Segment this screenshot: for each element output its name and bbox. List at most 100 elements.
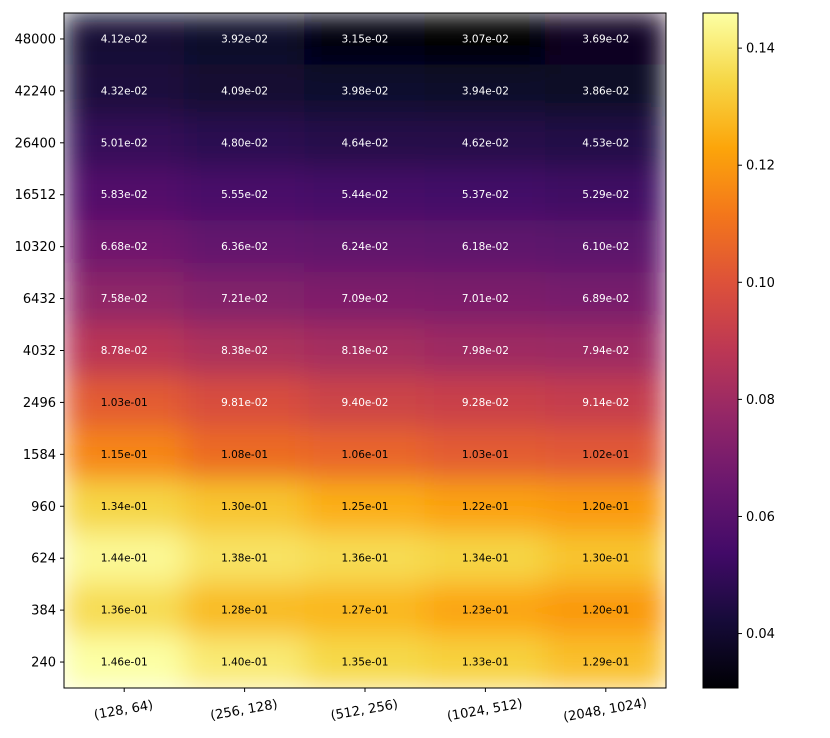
cell-value-label: 1.28e-01 (221, 605, 268, 617)
heatmap-cell (183, 116, 306, 170)
heatmap-cell (183, 583, 306, 637)
cell-value-label: 1.20e-01 (582, 501, 629, 513)
cell-value-label: 3.69e-02 (582, 33, 629, 45)
heatmap-cell (64, 531, 185, 585)
cell-value-label: 4.53e-02 (582, 137, 629, 149)
heatmap-cell (424, 272, 547, 326)
cell-value-label: 1.34e-01 (101, 501, 148, 513)
heatmap-cell (424, 168, 547, 222)
cell-value-label: 5.44e-02 (342, 189, 389, 201)
heatmap-cell (545, 168, 666, 222)
cell-value-label: 1.23e-01 (462, 605, 509, 617)
heatmap-cell (304, 324, 426, 377)
cell-value-label: 1.36e-01 (101, 605, 148, 617)
heatmap-cell (545, 635, 666, 688)
cell-value-label: 7.09e-02 (342, 293, 389, 305)
heatmap-cell (183, 375, 306, 429)
heatmap-cell (424, 583, 547, 637)
cell-value-label: 6.89e-02 (582, 293, 629, 305)
cell-value-label: 9.28e-02 (462, 397, 509, 409)
heatmap-cell (304, 635, 426, 688)
y-tick-label: 10320 (15, 240, 56, 255)
heatmap-cell (424, 479, 547, 533)
y-tick-label: 960 (31, 500, 56, 515)
heatmap-cell (304, 64, 426, 118)
heatmap-cell (64, 64, 185, 118)
x-tick-label: (128, 64) (93, 698, 154, 723)
cell-value-label: 8.18e-02 (342, 345, 389, 357)
cell-value-label: 6.36e-02 (221, 241, 268, 253)
heatmap-cell (64, 324, 185, 377)
cell-value-label: 6.10e-02 (582, 241, 629, 253)
cell-value-label: 6.68e-02 (101, 241, 148, 253)
cell-value-label: 1.36e-01 (342, 553, 389, 565)
heatmap-cell (424, 531, 547, 585)
y-tick-label: 624 (31, 552, 56, 567)
cell-value-label: 4.62e-02 (462, 137, 509, 149)
y-tick-label: 4032 (23, 344, 56, 359)
cell-value-label: 1.30e-01 (221, 501, 268, 513)
cell-value-label: 1.08e-01 (221, 449, 268, 461)
cell-value-label: 3.15e-02 (342, 33, 389, 45)
heatmap-cell (545, 324, 666, 377)
heatmap-cell (183, 272, 306, 326)
heatmap-cell (545, 531, 666, 585)
heatmap-cell (545, 220, 666, 274)
cell-value-label: 7.94e-02 (582, 345, 629, 357)
x-tick-label: (512, 256) (330, 697, 400, 724)
heatmap-cell (183, 324, 306, 377)
cell-value-label: 4.32e-02 (101, 85, 148, 97)
colorbar-tick-label: 0.04 (746, 627, 775, 642)
cell-value-label: 8.38e-02 (221, 345, 268, 357)
heatmap-cell (304, 13, 426, 66)
heatmap-cell (424, 116, 547, 170)
heatmap-cell (304, 427, 426, 481)
cell-value-label: 3.98e-02 (342, 85, 389, 97)
cell-value-label: 9.40e-02 (342, 397, 389, 409)
cell-value-label: 5.55e-02 (221, 189, 268, 201)
cell-value-label: 1.03e-01 (101, 397, 148, 409)
heatmap-cell (424, 375, 547, 429)
heatmap-cell (545, 272, 666, 326)
heatmap-cell (304, 375, 426, 429)
heatmap-cell (64, 13, 185, 66)
cell-value-label: 1.44e-01 (101, 553, 148, 565)
cell-value-label: 1.03e-01 (462, 449, 509, 461)
cell-value-label: 1.34e-01 (462, 553, 509, 565)
heatmap-cell (545, 427, 666, 481)
heatmap-cell (545, 13, 666, 66)
heatmap-cell (64, 427, 185, 481)
heatmap-cell (545, 375, 666, 429)
cell-value-label: 1.06e-01 (342, 449, 389, 461)
y-tick-label: 48000 (15, 32, 56, 47)
heatmap-cell (304, 479, 426, 533)
heatmap-cell (183, 531, 306, 585)
cell-value-label: 4.09e-02 (221, 85, 268, 97)
heatmap-cell (183, 220, 306, 274)
y-tick-label: 16512 (15, 188, 56, 203)
heatmap-cell (183, 64, 306, 118)
y-tick-label: 2496 (23, 396, 56, 411)
colorbar-tick-label: 0.08 (746, 393, 775, 408)
cell-value-label: 1.35e-01 (342, 657, 389, 669)
heatmap-cell (545, 583, 666, 637)
heatmap-cell (545, 479, 666, 533)
heatmap-cell (64, 220, 185, 274)
cell-value-label: 1.33e-01 (462, 657, 509, 669)
heatmap-cell (64, 116, 185, 170)
heatmap-cell (424, 220, 547, 274)
heatmap-cell (64, 583, 185, 637)
cell-value-label: 1.27e-01 (342, 605, 389, 617)
colorbar-tick-label: 0.12 (746, 159, 775, 174)
heatmap-cells (64, 13, 666, 688)
heatmap-cell (64, 479, 185, 533)
cell-value-label: 3.86e-02 (582, 85, 629, 97)
heatmap-cell (304, 220, 426, 274)
heatmap-cell (304, 168, 426, 222)
heatmap-cell (64, 375, 185, 429)
cell-value-label: 6.18e-02 (462, 241, 509, 253)
y-tick-label: 26400 (15, 136, 56, 151)
x-tick-label: (2048, 1024) (562, 696, 648, 725)
cell-value-label: 5.01e-02 (101, 137, 148, 149)
cell-value-label: 4.12e-02 (101, 33, 148, 45)
